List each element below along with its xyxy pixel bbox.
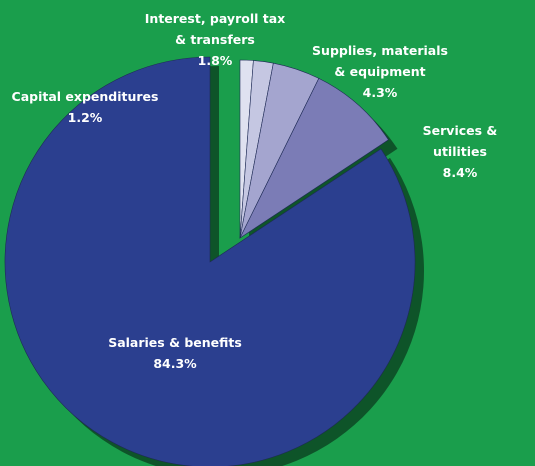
value-label: 1.8%	[197, 53, 233, 68]
slice-label: Supplies, materials & equipment 4.3%	[312, 40, 448, 103]
slice-label: Services & utilities 8.4%	[423, 120, 498, 183]
slice	[239, 77, 389, 239]
category-label: Supplies, materials & equipment	[312, 43, 448, 79]
value-label: 84.3%	[153, 356, 197, 371]
slice-label: Interest, payroll tax & transfers 1.8%	[145, 8, 285, 71]
slice-label: Salaries & benefits 84.3%	[108, 332, 242, 374]
category-label: Interest, payroll tax & transfers	[144, 11, 286, 47]
value-label: 1.2%	[67, 110, 103, 125]
slice-label: Capital expenditures 1.2%	[12, 86, 159, 128]
value-label: 4.3%	[362, 85, 398, 100]
slice	[4, 56, 416, 466]
category-label: Services & utilities	[422, 123, 498, 159]
category-label: Salaries & benefits	[108, 335, 242, 350]
category-label: Capital expenditures	[11, 89, 159, 104]
value-label: 8.4%	[442, 165, 478, 180]
